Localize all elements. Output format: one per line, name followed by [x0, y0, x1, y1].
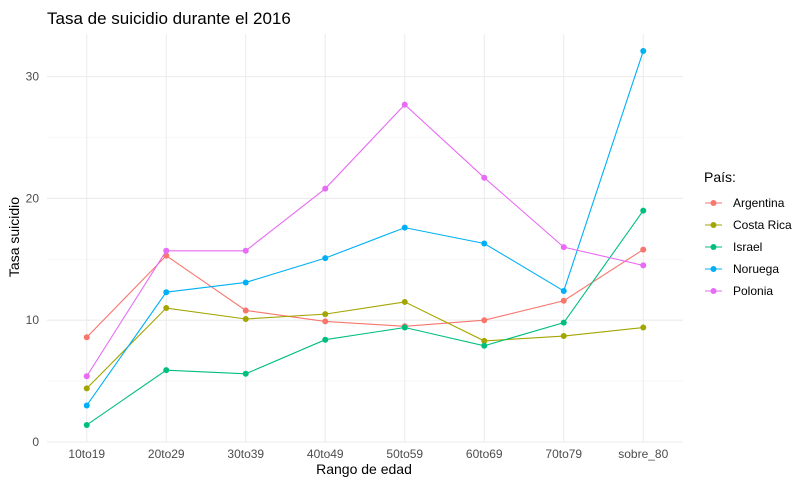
series-line — [86, 103, 644, 377]
legend-key-point — [710, 200, 717, 206]
plot-grid — [47, 34, 683, 443]
data-point — [481, 174, 488, 181]
data-point — [83, 334, 90, 341]
x-tick-label: 30to39 — [227, 447, 264, 461]
series-noruega — [83, 48, 647, 409]
data-point — [481, 240, 488, 247]
data-point — [242, 307, 249, 314]
legend-key-point — [710, 288, 717, 294]
data-point — [322, 318, 329, 325]
x-tick-label: 10to19 — [68, 447, 105, 461]
data-point — [401, 224, 408, 231]
series-line — [86, 50, 644, 406]
y-tick-label: 10 — [26, 313, 40, 327]
data-point — [560, 319, 567, 326]
series-line — [86, 210, 644, 426]
x-tick-label: 60to69 — [466, 447, 503, 461]
data-point — [640, 246, 647, 253]
data-point — [640, 324, 647, 331]
data-point — [242, 315, 249, 322]
data-point — [401, 101, 408, 108]
legend-item: Noruega — [705, 262, 779, 276]
legend-key-point — [710, 222, 717, 228]
legend-label: Noruega — [733, 262, 779, 276]
data-point — [322, 311, 329, 318]
data-point — [560, 297, 567, 304]
data-point — [322, 336, 329, 343]
series-polonia — [83, 101, 647, 380]
legend-label: Costa Rica — [733, 218, 792, 232]
data-point — [163, 305, 170, 312]
series-israel — [83, 207, 647, 428]
data-point — [401, 298, 408, 305]
chart-title: Tasa de suicidio durante el 2016 — [47, 9, 291, 28]
x-tick-label: sobre_80 — [618, 447, 668, 461]
series-layer — [83, 48, 647, 428]
series-line — [86, 301, 644, 389]
legend-label: Israel — [733, 240, 762, 254]
data-point — [322, 185, 329, 192]
legend-label: Polonia — [733, 284, 773, 298]
y-tick-label: 30 — [26, 70, 40, 84]
y-axis-ticks: 0 10 20 30 — [26, 70, 40, 449]
data-point — [481, 337, 488, 344]
data-point — [560, 333, 567, 340]
x-tick-label: 40to49 — [307, 447, 344, 461]
data-point — [560, 244, 567, 251]
legend-key-point — [710, 244, 717, 250]
data-point — [242, 247, 249, 254]
data-point — [163, 247, 170, 254]
y-axis-title: Tasa suicidio — [6, 197, 22, 277]
data-point — [481, 317, 488, 324]
data-point — [163, 289, 170, 296]
x-axis-ticks: 10to19 20to29 30to39 40to49 50to59 60to69 70to… — [68, 447, 668, 461]
legend-key-point — [710, 266, 717, 272]
x-tick-label: 20to29 — [148, 447, 185, 461]
data-point — [560, 287, 567, 294]
x-axis-title: Rango de edad — [316, 461, 412, 477]
x-tick-label: 70to79 — [545, 447, 582, 461]
legend-item: Costa Rica — [705, 218, 792, 232]
data-point — [640, 207, 647, 214]
data-point — [401, 324, 408, 331]
data-point — [640, 262, 647, 269]
data-point — [322, 255, 329, 262]
data-point — [83, 373, 90, 380]
data-point — [83, 385, 90, 392]
series-line — [86, 249, 644, 338]
data-point — [242, 370, 249, 377]
series-costa-rica — [83, 298, 647, 392]
x-tick-label: 50to59 — [386, 447, 423, 461]
data-point — [83, 402, 90, 409]
data-point — [242, 279, 249, 286]
legend-item: Israel — [705, 240, 762, 254]
legend-item: Argentina — [705, 196, 785, 210]
legend-title: País: — [704, 169, 736, 185]
data-point — [83, 421, 90, 428]
legend-item: Polonia — [705, 284, 773, 298]
data-point — [481, 342, 488, 349]
y-tick-label: 0 — [32, 435, 39, 449]
data-point — [640, 48, 647, 55]
legend-label: Argentina — [733, 196, 785, 210]
data-point — [163, 367, 170, 374]
y-tick-label: 20 — [26, 191, 40, 205]
legend: País: Argentina Costa Rica Israel Noruega Po… — [704, 169, 792, 298]
